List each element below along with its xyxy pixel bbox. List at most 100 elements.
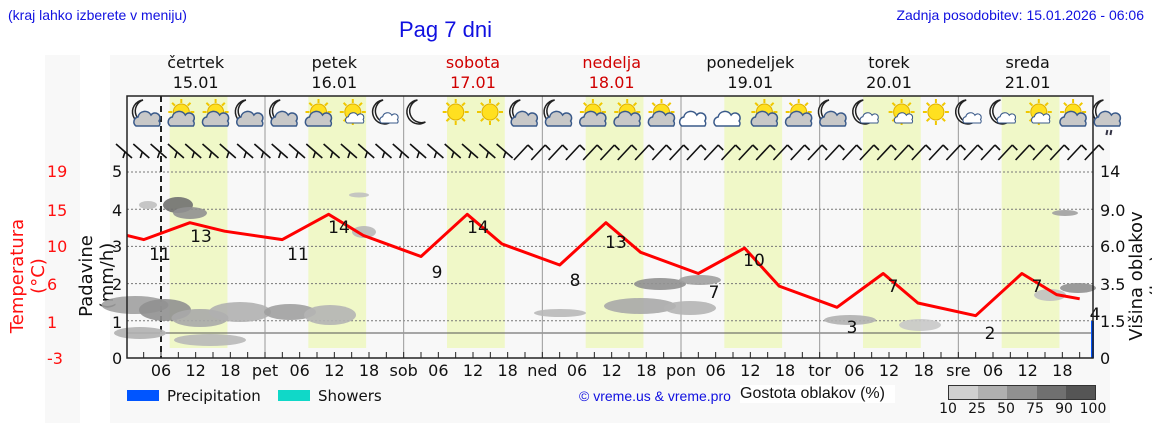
cloud-density-patch [664,301,716,315]
x-tick-label: 12 [462,361,484,380]
x-tick-label: 18 [636,361,657,380]
wind-barb-icon [945,144,966,161]
day-header: ponedeljek 19.01 [690,53,810,93]
wind-barb-icon [167,143,185,159]
x-tick-label: 12 [878,361,900,380]
wind-barb-icon [530,144,551,161]
cloud-density-patch [349,192,369,198]
x-tick-label: pon [665,361,697,380]
cloud-density-label: Gostota oblakov (%) [740,385,895,403]
day-name: četrtek [167,53,225,72]
sun-cloud-small-icon [1025,99,1052,125]
x-tick-label: 12 [1017,361,1038,380]
axis-tick-label: 6.0 [1100,237,1126,256]
day-date: 16.01 [311,73,358,92]
last-update: Zadnja posodobitev: 15.01.2026 - 06:06 [896,7,1144,23]
cloud-density-patch [209,302,271,322]
copyright-link[interactable]: © vreme.us & vreme.pro [579,388,731,404]
cloud-density-patch [139,201,157,209]
cloud-density-patch [114,327,166,339]
day-header: sobota 17.01 [413,53,533,93]
axis-tick-label: 2 [112,275,123,294]
day-header: nedelja 18.01 [552,53,672,93]
temp-axis-panel [45,55,80,423]
x-tick-label: 18 [774,361,796,380]
precipitation-swatch [127,390,159,401]
sun-cloud-icon [784,99,813,127]
moon-cloud-rain-icon [1092,99,1122,136]
density-swatch [978,386,1008,399]
x-tick-label: 12 [185,361,206,380]
density-tick-label: 50 [997,401,1015,417]
day-date: 21.01 [1004,73,1051,92]
cloud-icon [678,110,707,127]
precipitation-legend-label: Precipitation [167,387,261,405]
temperature-annotation: 7 [709,283,720,303]
wind-barb-icon [720,144,742,161]
cloud-density-patch [304,305,356,325]
x-tick-label: pet [251,361,279,380]
sun-cloud-icon [579,99,607,127]
day-date: 15.01 [172,73,219,92]
wind-barb-icon [305,143,323,159]
x-tick-label: tor [808,361,831,380]
day-header: petek 16.01 [274,53,394,93]
day-header: sreda 21.01 [968,53,1088,93]
day-date: 18.01 [588,73,635,92]
x-tick-label: sre [946,361,971,380]
cloud-density-scale [948,385,1096,400]
density-swatch [1007,386,1037,399]
wind-barb-icon [634,144,655,161]
cloud-density-patch [173,207,207,219]
temperature-annotation: 2 [985,324,996,344]
wind-barb-icon [980,144,1001,161]
region-hint-link[interactable]: (kraj lahko izberete v meniju) [8,7,187,23]
temperature-annotation: 14 [467,218,489,238]
cloud-density-patch [1060,283,1096,293]
x-tick-label: 06 [844,361,865,380]
x-tick-label: 18 [913,361,934,380]
moon-cloud-small-icon [852,99,879,125]
wind-barb-icon [599,144,620,161]
cloud-density-patch [634,278,686,290]
x-tick-label: 12 [740,361,761,380]
temperature-annotation: 11 [287,245,309,265]
wind-barb-icon [547,144,569,161]
sun-icon [922,99,949,125]
wind-barb-icon [357,143,375,159]
day-name: ponedeljek [706,53,795,72]
wind-barb-icon [1084,144,1105,161]
axis-tick-label: 3 [112,237,123,256]
sun-icon [442,99,469,125]
temperature-annotation: 11 [149,245,171,265]
axis-tick-label: 4 [112,201,123,220]
wind-barb-icon [409,143,427,159]
moon-cloud-icon [543,99,573,127]
temperature-line [126,212,1080,318]
x-tick-label: 06 [428,361,449,380]
sun-cloud-icon [1059,99,1087,127]
showers-swatch [278,390,310,401]
wind-barb-icon [444,143,462,159]
wind-barb-icon [772,144,793,161]
axis-tick-label: 0 [112,349,123,368]
cloud-icon [713,110,741,127]
sun-cloud-icon [647,99,676,127]
wind-barb-icon [219,143,237,159]
cloud-density-patch [1052,210,1078,216]
cloud-density-patch [264,304,316,320]
page-title: Pag 7 dni [399,17,492,42]
day-header: torek 20.01 [829,53,949,93]
wind-barb-icon [997,144,1018,161]
temperature-annotation: 13 [190,227,212,247]
daytime-band [1001,96,1060,348]
wind-barb-icon [201,143,220,159]
x-tick-label: 12 [601,361,622,380]
wind-barb-icon [893,144,915,161]
moon-cloud-icon [131,99,161,127]
wind-barb-icon [876,144,897,161]
daytime-band [724,96,783,348]
axis-tick-label: 19 [47,162,68,181]
moon-cloud-small-icon [371,99,399,125]
